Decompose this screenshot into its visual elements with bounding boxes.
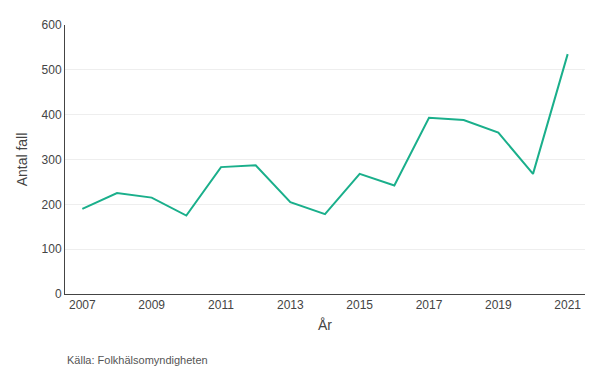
svg-text:2011: 2011 [208, 298, 234, 312]
svg-text:0: 0 [55, 287, 62, 301]
svg-text:2017: 2017 [416, 298, 443, 312]
svg-text:År: År [318, 317, 332, 333]
svg-text:2019: 2019 [485, 298, 512, 312]
svg-text:Källa: Folkhälsomyndigheten: Källa: Folkhälsomyndigheten [67, 354, 208, 366]
svg-text:2007: 2007 [69, 298, 96, 312]
svg-text:300: 300 [42, 153, 62, 167]
svg-text:Antal fall: Antal fall [14, 133, 30, 187]
svg-text:2013: 2013 [277, 298, 304, 312]
svg-text:2009: 2009 [138, 298, 165, 312]
svg-text:400: 400 [42, 108, 62, 122]
svg-text:200: 200 [42, 198, 62, 212]
svg-text:600: 600 [42, 18, 62, 32]
svg-text:2015: 2015 [346, 298, 373, 312]
svg-text:2021: 2021 [554, 298, 581, 312]
svg-text:500: 500 [42, 63, 62, 77]
svg-text:100: 100 [42, 242, 62, 256]
